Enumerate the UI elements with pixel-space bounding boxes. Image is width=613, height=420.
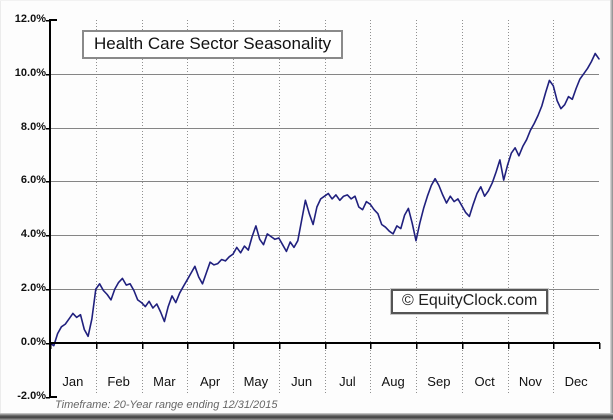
equityclock-watermark: © EquityClock.com xyxy=(391,289,549,314)
y-tick-label: 6.0% xyxy=(20,174,46,187)
frame-edge-left xyxy=(0,0,1,420)
x-tick-label: Aug xyxy=(381,374,405,389)
y-tick-label: 0.0% xyxy=(20,336,46,348)
x-tick-label: Mar xyxy=(153,374,176,389)
timeframe-note: Timeframe: 20-Year range ending 12/31/20… xyxy=(55,399,278,411)
y-tick-label: 2.0% xyxy=(20,282,46,295)
y-tick-label: 10.0% xyxy=(14,66,46,79)
x-tick-label: Oct xyxy=(474,374,495,389)
x-tick-label: May xyxy=(243,374,269,389)
x-tick-label: Feb xyxy=(107,374,130,389)
frame-edge-bottom xyxy=(0,413,613,420)
x-tick-label: Jul xyxy=(339,374,356,389)
x-tick-label: Sep xyxy=(427,374,451,389)
y-tick-label: 8.0% xyxy=(20,120,46,133)
frame-edge-right xyxy=(610,0,613,420)
x-tick-label: Nov xyxy=(518,374,542,389)
chart-title: Health Care Sector Seasonality xyxy=(82,30,344,59)
x-tick-label: Dec xyxy=(564,374,588,389)
frame-edge-top xyxy=(0,0,613,1)
x-tick-label: Apr xyxy=(200,374,221,389)
y-tick-label: -2.0% xyxy=(17,389,46,402)
x-tick-label: Jan xyxy=(62,374,84,389)
x-tick-label: Jun xyxy=(291,374,313,389)
y-tick-label: 12.0% xyxy=(14,12,46,25)
y-tick-label: 4.0% xyxy=(20,228,46,241)
